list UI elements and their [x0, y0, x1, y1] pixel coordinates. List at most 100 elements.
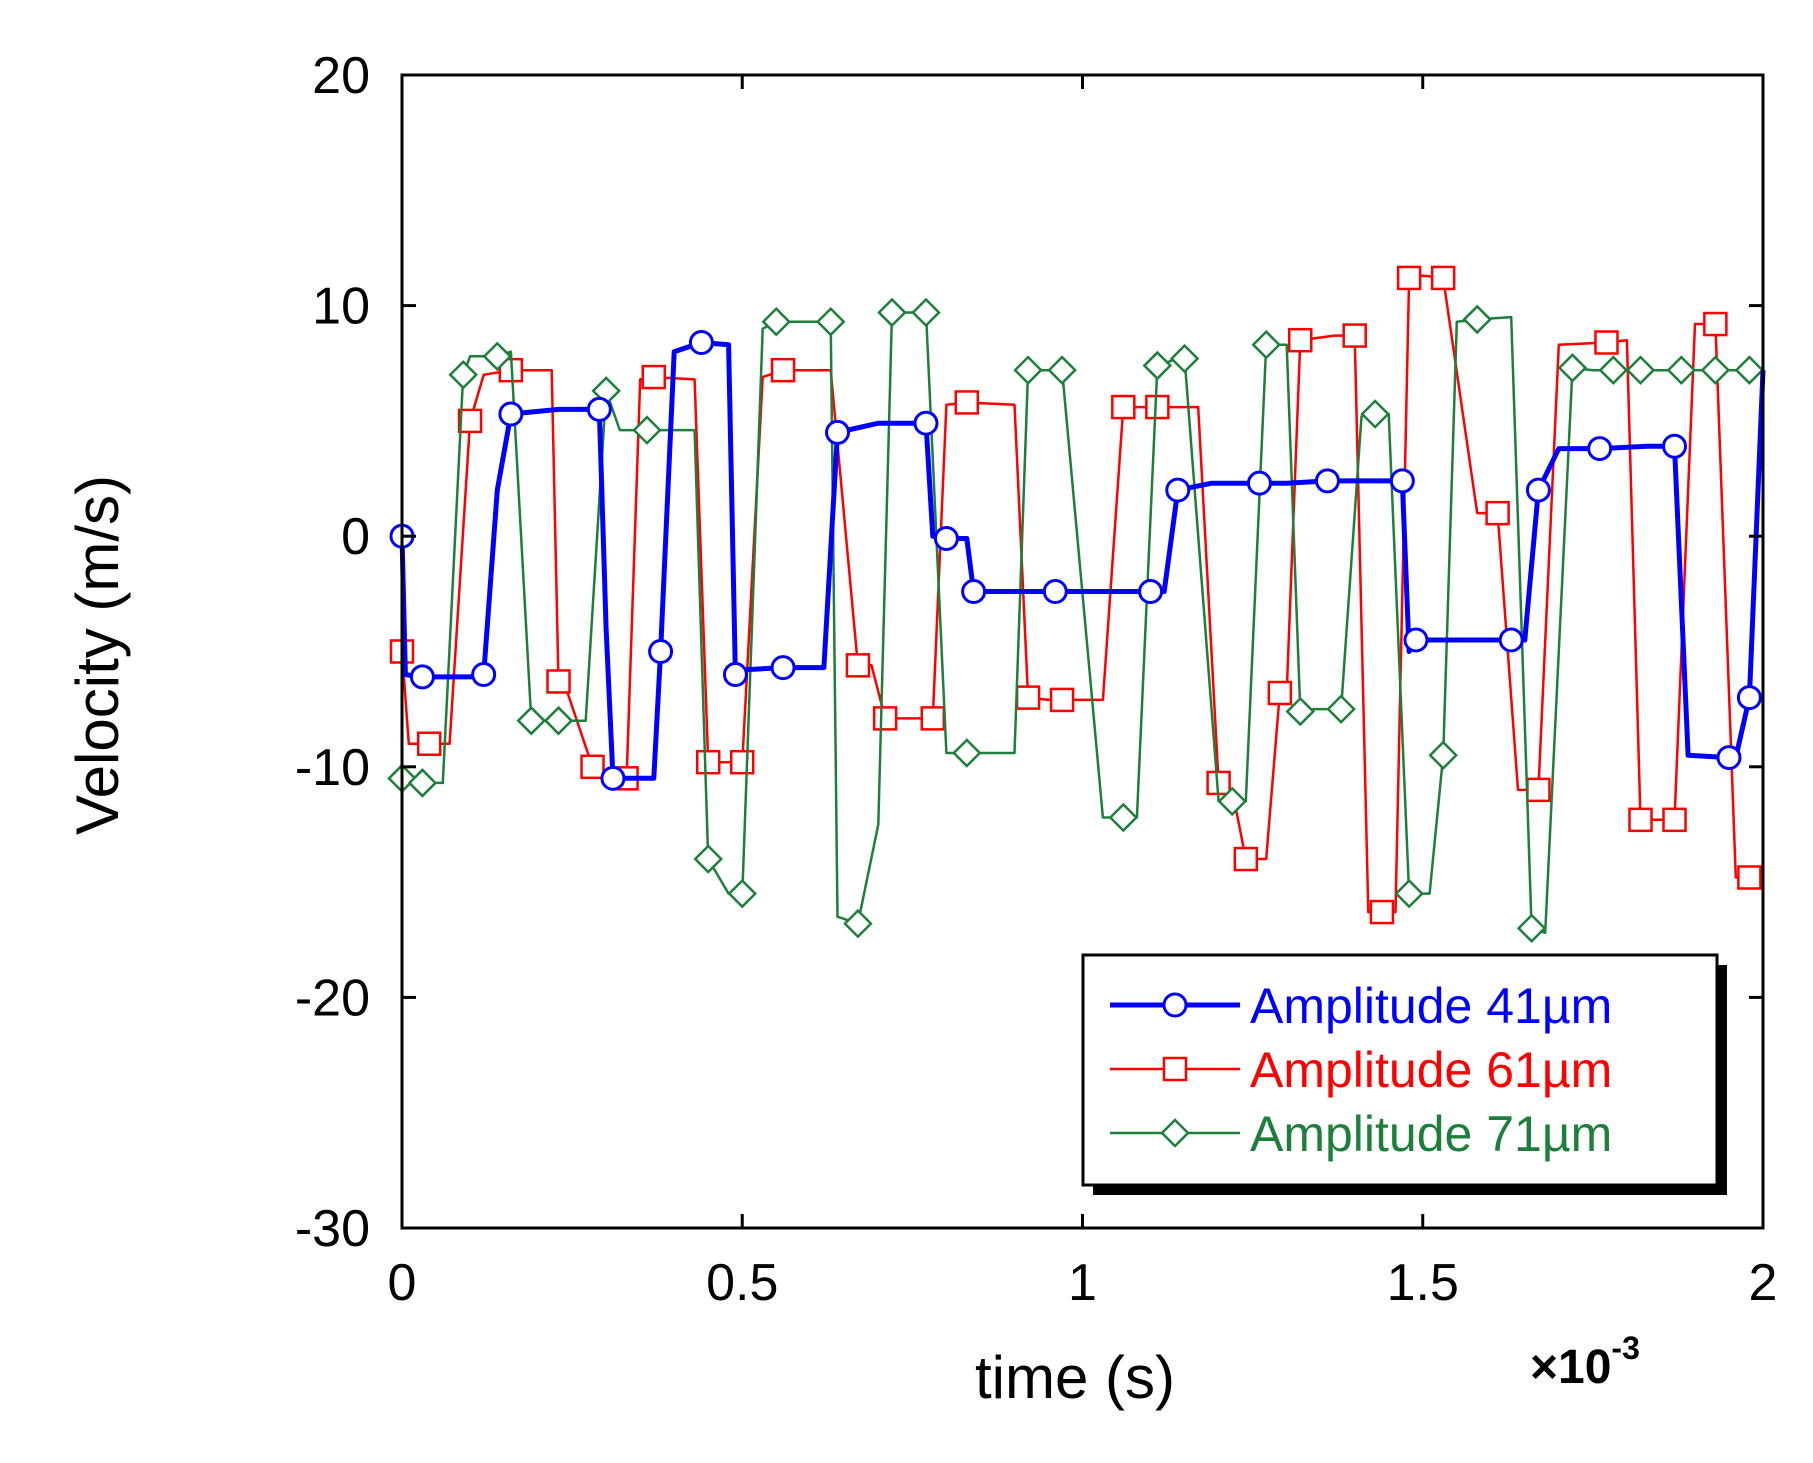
- x-tick-label: 1.5: [1387, 1254, 1459, 1312]
- data-point: [407, 768, 438, 798]
- data-point: [770, 357, 796, 383]
- data-point: [695, 749, 721, 775]
- legend-marker: [1162, 992, 1188, 1018]
- data-point: [1108, 802, 1139, 833]
- legend-marker: [1162, 1056, 1188, 1082]
- data-point: [1516, 913, 1547, 943]
- data-point: [543, 705, 574, 736]
- y-axis-title: Velocity (m/s): [64, 475, 131, 835]
- data-point: [416, 731, 442, 756]
- data-point: [872, 706, 898, 731]
- data-point: [825, 419, 851, 445]
- data-point: [913, 410, 939, 436]
- data-point: [1165, 477, 1191, 503]
- data-point: [1138, 579, 1164, 605]
- data-point: [448, 360, 479, 390]
- data-point: [1734, 355, 1765, 385]
- x-tick-label: 0: [388, 1254, 417, 1312]
- data-point: [482, 341, 513, 372]
- data-point: [1737, 865, 1762, 890]
- data-point: [727, 878, 758, 909]
- data-point: [632, 415, 662, 445]
- data-point: [1288, 327, 1313, 353]
- data-point: [815, 306, 846, 337]
- legend-marker: [1160, 1118, 1190, 1148]
- y-tick-label: -10: [295, 739, 370, 797]
- data-point: [1251, 330, 1282, 360]
- legend-item: Amplitude 61µm: [1110, 1042, 1612, 1098]
- data-point: [920, 706, 946, 731]
- data-point: [1485, 500, 1510, 526]
- data-point: [1326, 694, 1356, 724]
- data-point: [1142, 350, 1173, 381]
- data-point: [1396, 265, 1422, 291]
- legend-item: Amplitude 41µm: [1110, 978, 1612, 1034]
- data-point: [1047, 355, 1077, 385]
- data-point: [1462, 304, 1492, 335]
- data-point: [1394, 878, 1424, 909]
- data-point: [1246, 470, 1272, 496]
- data-point: [600, 765, 626, 791]
- y-tick-label: 20: [312, 47, 370, 105]
- data-point: [1430, 265, 1456, 291]
- series-layer: [387, 265, 1766, 943]
- x-tick-label: 1: [1068, 1254, 1097, 1312]
- legend-label: Amplitude 41µm: [1250, 978, 1612, 1034]
- data-point: [409, 664, 435, 690]
- data-point: [1594, 330, 1619, 355]
- data-point: [1526, 777, 1551, 803]
- x-multiplier-exponent: -3: [1611, 1330, 1639, 1366]
- data-point: [1314, 468, 1340, 494]
- data-point: [1736, 685, 1762, 711]
- data-point: [586, 396, 612, 422]
- data-point: [1042, 579, 1068, 605]
- data-point: [1217, 786, 1247, 817]
- data-point: [1700, 355, 1731, 385]
- data-point: [1015, 685, 1041, 710]
- series-1: [389, 329, 1766, 791]
- series-2: [389, 265, 1764, 925]
- data-point: [1628, 807, 1653, 833]
- x-multiplier-base: ×10: [1530, 1341, 1611, 1394]
- data-point: [1267, 680, 1293, 706]
- data-point: [688, 329, 714, 355]
- legend-label: Amplitude 61µm: [1250, 1042, 1612, 1098]
- data-point: [1169, 343, 1200, 374]
- data-point: [498, 401, 524, 427]
- data-point: [877, 297, 907, 328]
- data-point: [516, 705, 547, 736]
- y-tick-label: -20: [295, 969, 370, 1027]
- tick-layer: 0 0.5 1 1.5 2 -30 -20 -10 0 10 20: [295, 47, 1778, 1312]
- y-tick-label: 0: [341, 508, 370, 566]
- data-point: [1233, 846, 1259, 872]
- data-point: [933, 526, 959, 552]
- data-point: [1389, 468, 1415, 494]
- data-point: [1285, 696, 1316, 727]
- data-point: [1557, 353, 1588, 383]
- data-point: [1666, 355, 1697, 385]
- data-point: [954, 390, 980, 415]
- x-axis-title: time (s): [975, 1344, 1175, 1411]
- data-point: [1111, 394, 1136, 420]
- data-point: [843, 908, 873, 939]
- data-point: [693, 844, 723, 874]
- data-point: [911, 297, 941, 328]
- legend: Amplitude 41µm Amplitude 61µm Amplitude 71…: [1081, 953, 1727, 1195]
- data-point: [471, 662, 497, 688]
- y-tick-label: 10: [312, 278, 370, 336]
- data-point: [730, 749, 755, 775]
- data-point: [1403, 627, 1429, 653]
- legend-label: Amplitude 71µm: [1250, 1106, 1612, 1162]
- data-point: [1662, 807, 1687, 833]
- data-point: [1587, 436, 1613, 462]
- data-point: [1716, 745, 1742, 771]
- x-tick-label: 0.5: [706, 1254, 778, 1312]
- data-point: [1428, 740, 1458, 771]
- data-point: [1145, 394, 1170, 420]
- data-point: [1369, 899, 1395, 925]
- data-point: [1703, 311, 1728, 337]
- data-point: [722, 662, 748, 688]
- series-3: [387, 297, 1765, 943]
- x-multiplier-label: ×10-3: [1530, 1330, 1640, 1394]
